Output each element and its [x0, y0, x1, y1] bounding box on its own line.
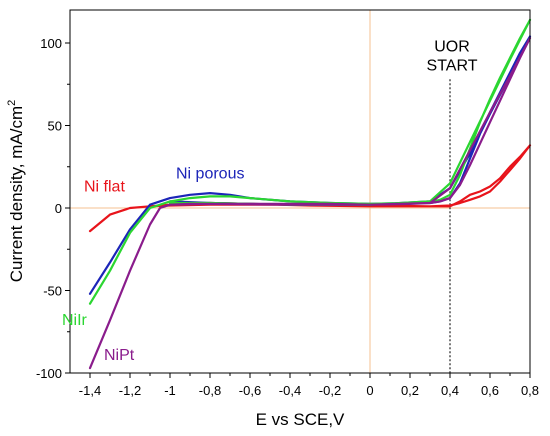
y-axis-label-text: Current density, mA/cm [7, 106, 26, 282]
x-tick-label: -0,8 [199, 383, 221, 398]
y-axis-label-superscript: 2 [6, 100, 18, 106]
y-axis-label: Current density, mA/cm2 [6, 100, 26, 282]
plot-border [69, 9, 531, 374]
y-axis-ticks: -100 -50 0 50 100 [36, 36, 70, 381]
x-tick-label: 0,8 [521, 383, 539, 398]
x-tick-label: -0,6 [239, 383, 261, 398]
series-line-nipt [88, 36, 532, 370]
series-label-ni-flat: Ni flat [84, 179, 125, 196]
x-axis-ticks: -1,4 -1,2 -1 -0,8 -0,6 -0,4 -0,2 0 0,2 0,4 0,6 0,8 [79, 373, 539, 398]
x-tick-label: 0,2 [401, 383, 419, 398]
series-layer [88, 18, 532, 370]
y-tick-label: 50 [48, 119, 62, 134]
series-label-nipt: NiPt [104, 347, 135, 364]
annotation-line: UOR [434, 38, 470, 55]
x-tick-label: -1,4 [79, 383, 101, 398]
x-tick-label: 0,4 [441, 383, 459, 398]
x-tick-label: 0 [366, 383, 373, 398]
y-tick-label: 100 [40, 36, 62, 51]
x-tick-label: 0,6 [481, 383, 499, 398]
series-label-niir: NiIr [62, 312, 88, 329]
x-tick-label: -1 [164, 383, 176, 398]
y-tick-label: 0 [55, 201, 62, 216]
x-tick-label: -1,2 [119, 383, 141, 398]
annotations: UOR START [427, 38, 478, 74]
y-tick-label: -100 [36, 366, 62, 381]
plot-frame [69, 9, 531, 374]
x-tick-label: -0,4 [279, 383, 301, 398]
series-labels: Ni flat Ni porous NiIr NiPt [62, 165, 244, 363]
annotation-line: START [427, 57, 478, 74]
x-tick-label: -0,2 [319, 383, 341, 398]
series-line-niir [88, 18, 532, 305]
x-axis-label: E vs SCE,V [256, 410, 345, 429]
annotation-uor-start: UOR START [427, 38, 478, 74]
y-tick-label: -50 [43, 284, 62, 299]
series-label-ni-porous: Ni porous [176, 165, 244, 182]
